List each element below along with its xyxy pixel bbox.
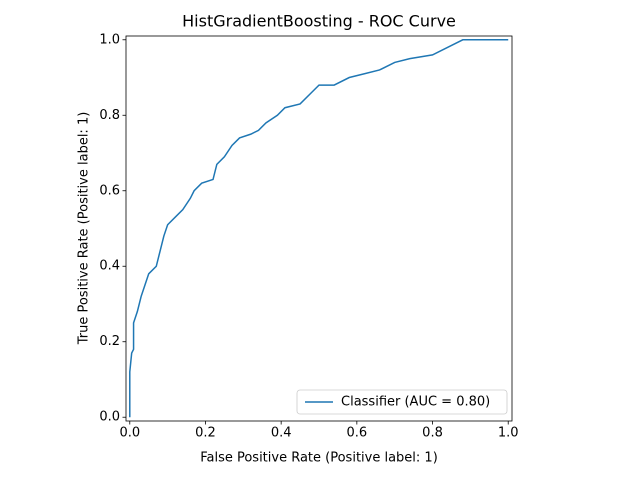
axes-frame <box>125 35 513 422</box>
legend-box <box>296 389 508 415</box>
x-tick-label: 0.6 <box>346 426 367 441</box>
y-tick-label: 1.0 <box>99 32 120 47</box>
y-tick-label: 0.0 <box>99 410 120 425</box>
x-tick-label: 0.2 <box>195 426 216 441</box>
y-axis-label: True Positive Rate (Positive label: 1) <box>77 112 92 346</box>
x-tick-label: 1.0 <box>498 426 519 441</box>
x-tick-label: 0.8 <box>422 426 443 441</box>
x-axis-label: False Positive Rate (Positive label: 1) <box>200 451 438 466</box>
y-tick-label: 0.2 <box>99 334 120 349</box>
y-tick-label: 0.8 <box>99 108 120 123</box>
legend-label: Classifier (AUC = 0.80) <box>341 395 490 410</box>
roc-line <box>129 39 509 418</box>
y-tick-label: 0.6 <box>99 183 120 198</box>
chart-title: HistGradientBoosting - ROC Curve <box>182 12 456 31</box>
x-tick-label: 0.0 <box>119 426 140 441</box>
y-tick-label: 0.4 <box>99 259 120 274</box>
x-tick-label: 0.4 <box>271 426 292 441</box>
